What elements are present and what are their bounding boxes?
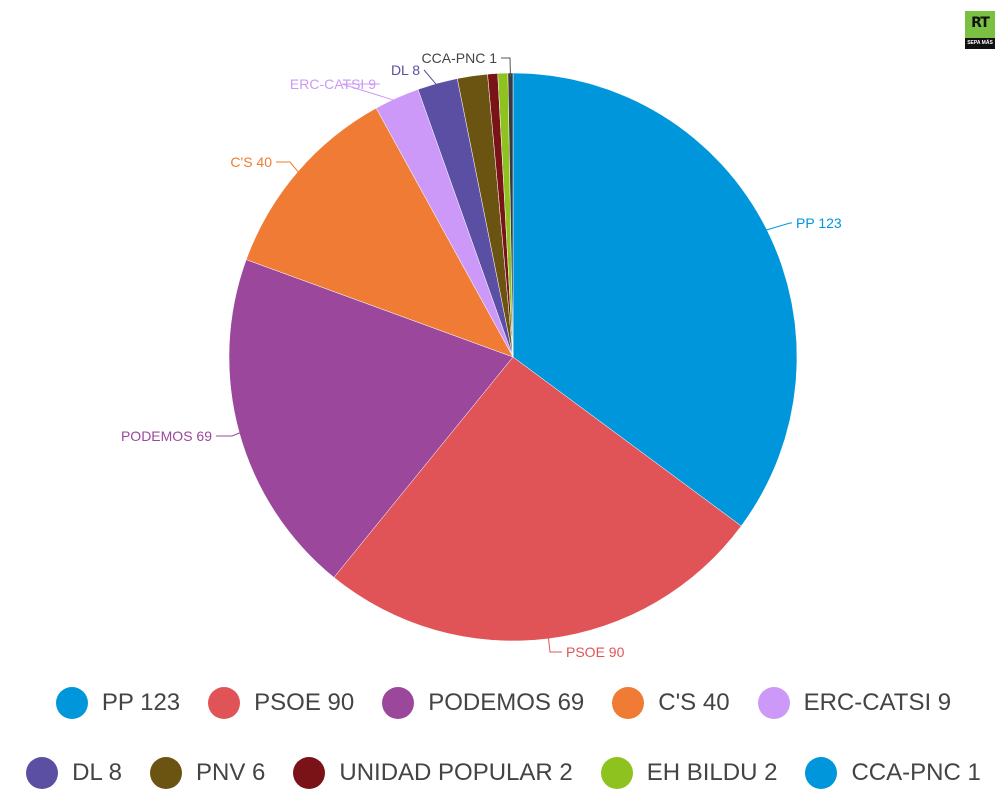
legend-item[interactable]: UNIDAD POPULAR 2: [293, 757, 573, 789]
pie-slice-c-s[interactable]: [245, 107, 514, 358]
legend-swatch: [55, 687, 88, 719]
data-label: PP 123: [796, 215, 842, 231]
legend-item[interactable]: CCA-PNC 1: [805, 757, 981, 789]
legend-label: PP 123: [101, 689, 181, 716]
legend-row-2: DL 8 PNV 6 UNIDAD POPULAR 2 EH BILDU 2 CCA-P…: [0, 757, 1007, 789]
legend-item[interactable]: PODEMOS 69: [382, 687, 584, 719]
legend-swatch: [208, 687, 241, 719]
pie-slice-pp[interactable]: [512, 72, 798, 527]
label-connector: [341, 83, 399, 103]
legend-label: PODEMOS 69: [428, 689, 585, 716]
data-label: CCA-PNC 1: [422, 50, 498, 66]
data-label: DL 8: [391, 62, 420, 78]
legend-label: C'S 40: [658, 689, 730, 716]
data-label: ERC-CATSI 9: [290, 76, 376, 92]
label-connector: [547, 634, 562, 653]
logo-text: RT: [971, 15, 990, 31]
legend-item[interactable]: PNV 6: [149, 757, 266, 789]
legend-label: ERC-CATSI 9: [803, 689, 952, 716]
legend-row-1: PP 123 PSOE 90 PODEMOS 69 C'S 40 ERC-CATSI 9: [0, 687, 1007, 719]
rt-logo: RT SEPA MÁS: [965, 11, 995, 49]
legend-swatch: [805, 757, 838, 789]
pie-chart: PP 123 PSOE 90 PODEMOS 69 C'S 40 ERC-CATSI 9…: [121, 50, 842, 660]
legend-item[interactable]: EH BILDU 2: [600, 757, 778, 789]
legend-item[interactable]: ERC-CATSI 9: [757, 687, 952, 719]
legend-label: CCA-PNC 1: [851, 759, 981, 786]
label-connector: [762, 222, 792, 232]
legend-swatch: [149, 757, 182, 789]
legend-label: EH BILDU 2: [646, 759, 778, 786]
label-connector: [216, 431, 244, 437]
data-label: C'S 40: [230, 154, 272, 170]
legend-swatch: [600, 757, 633, 789]
label-connector: [423, 69, 439, 88]
legend-swatch: [26, 757, 59, 789]
label-connector: [501, 57, 511, 78]
data-label: PSOE 90: [566, 644, 625, 660]
legend-item[interactable]: PSOE 90: [208, 687, 354, 719]
label-connector: [276, 161, 301, 175]
legend-swatch: [382, 687, 415, 719]
legend-label: UNIDAD POPULAR 2: [339, 759, 573, 786]
legend-swatch: [757, 687, 790, 719]
legend-swatch: [293, 757, 326, 789]
legend-swatch: [612, 687, 645, 719]
legend-label: PNV 6: [195, 759, 266, 786]
legend-label: DL 8: [72, 759, 122, 786]
legend-label: PSOE 90: [254, 689, 355, 716]
legend-item[interactable]: PP 123: [55, 687, 181, 719]
legend-item[interactable]: C'S 40: [612, 687, 730, 719]
logo-tagline: SEPA MÁS: [965, 38, 995, 49]
legend-item[interactable]: DL 8: [26, 757, 122, 789]
data-label: PODEMOS 69: [121, 428, 212, 444]
